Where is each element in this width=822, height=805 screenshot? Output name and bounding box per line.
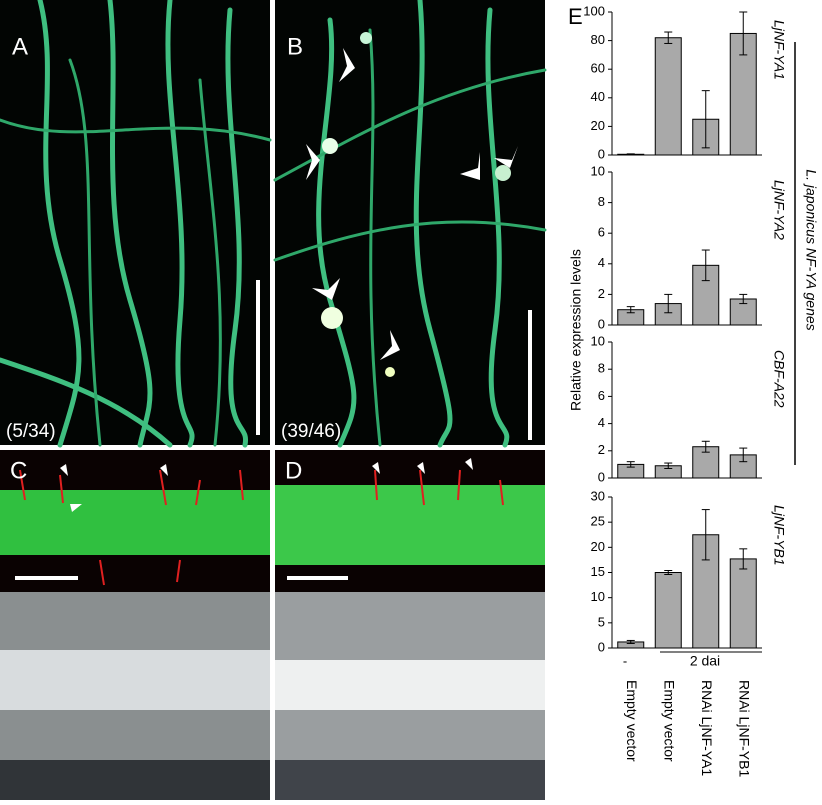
y-tick-label: 20	[591, 118, 605, 133]
x-tick-label: RNAi LjNF-YA1	[699, 680, 715, 776]
y-tick-label: 80	[591, 32, 605, 47]
panel-label: A	[12, 33, 28, 60]
y-tick-label: 2	[598, 286, 605, 301]
chart-title: LjNF-YB1	[771, 505, 787, 566]
bar	[729, 558, 757, 649]
micrograph-d: D	[275, 450, 545, 800]
micrograph-b: B (39/46)	[273, 0, 547, 448]
y-tick-label: 6	[598, 225, 605, 240]
micrograph-a: A (5/34)	[0, 0, 272, 448]
panel-label: D	[285, 457, 302, 484]
y-tick-label: 40	[591, 89, 605, 104]
panel-label: E	[568, 4, 583, 29]
y-tick-label: 60	[591, 61, 605, 76]
y-tick-label: 0	[598, 469, 605, 484]
ratio-label: (39/46)	[281, 421, 341, 442]
y-tick-label: 25	[591, 514, 605, 529]
y-tick-label: 100	[583, 3, 605, 18]
group-label: L. japonicus NF-YA genes	[803, 169, 819, 330]
y-tick-label: 10	[591, 333, 605, 348]
y-tick-label: 20	[591, 539, 605, 554]
y-tick-label: 10	[591, 163, 605, 178]
chart-title: LjNF-YA2	[771, 180, 787, 240]
y-tick-label: 8	[598, 194, 605, 209]
condition-label: 2 dai	[690, 653, 720, 669]
bar	[654, 37, 682, 156]
panel-label: C	[10, 457, 27, 484]
condition-label: -	[623, 653, 627, 668]
chart-title: CBF-A22	[771, 350, 787, 408]
y-tick-label: 0	[598, 316, 605, 331]
bar	[654, 572, 682, 649]
y-tick-label: 6	[598, 388, 605, 403]
y-tick-label: 15	[591, 564, 605, 579]
micrograph-c: C	[0, 450, 270, 800]
x-tick-label: Empty vector	[624, 680, 640, 762]
y-axis-label: Relative expression levels	[568, 249, 584, 411]
chart-title: LjNF-YA1	[771, 20, 787, 80]
x-tick-label: Empty vector	[662, 680, 678, 762]
y-tick-label: 4	[598, 255, 605, 270]
y-tick-label: 8	[598, 361, 605, 376]
panel-label: B	[287, 33, 303, 60]
x-tick-label: RNAi LjNF-YB1	[737, 680, 753, 777]
y-tick-label: 30	[591, 488, 605, 503]
y-tick-label: 0	[598, 639, 605, 654]
y-tick-label: 4	[598, 415, 605, 430]
y-tick-label: 5	[598, 614, 605, 629]
y-tick-label: 2	[598, 442, 605, 457]
ratio-label: (5/34)	[6, 421, 56, 442]
y-tick-label: 0	[598, 146, 605, 161]
y-tick-label: 10	[591, 589, 605, 604]
